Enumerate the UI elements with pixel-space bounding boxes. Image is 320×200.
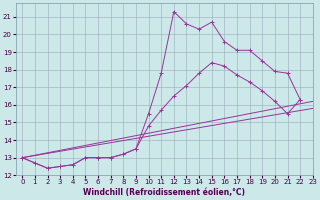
X-axis label: Windchill (Refroidissement éolien,°C): Windchill (Refroidissement éolien,°C)	[84, 188, 245, 197]
